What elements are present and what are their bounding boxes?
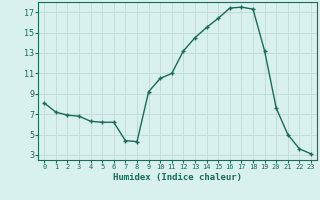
- X-axis label: Humidex (Indice chaleur): Humidex (Indice chaleur): [113, 173, 242, 182]
